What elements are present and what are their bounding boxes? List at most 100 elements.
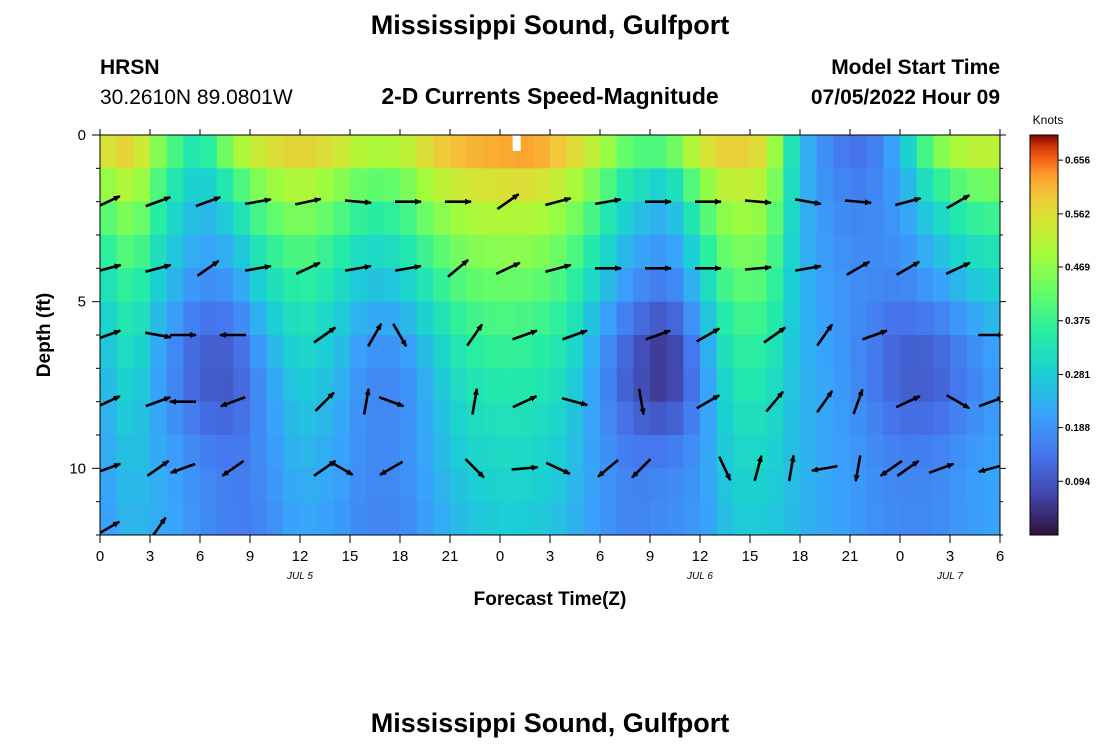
heatmap-cell — [716, 268, 734, 303]
heatmap-cell — [100, 435, 118, 469]
heatmap-cell — [216, 168, 234, 203]
heatmap-cell — [816, 335, 834, 369]
heatmap-cell — [883, 435, 901, 469]
heatmap-cell — [700, 501, 718, 535]
heatmap-cell — [533, 268, 551, 303]
heatmap-cell — [216, 235, 234, 269]
heatmap-cell — [416, 135, 434, 169]
heatmap-cell — [366, 201, 384, 236]
heatmap-cell — [533, 501, 551, 535]
heatmap-cell — [466, 501, 484, 535]
heatmap-cell — [500, 335, 518, 369]
heatmap-cell — [700, 201, 718, 236]
heatmap-cell — [783, 468, 801, 503]
heatmap-cell — [916, 435, 934, 469]
heatmap-cell — [950, 235, 968, 269]
heatmap-cell — [233, 401, 251, 436]
heatmap-cell — [800, 235, 818, 269]
heatmap-cell — [216, 501, 234, 535]
heatmap-cell — [233, 201, 251, 236]
heatmap-cell — [200, 201, 218, 236]
heatmap-cell — [800, 335, 818, 369]
heatmap-cell — [750, 268, 768, 303]
heatmap-cell — [600, 501, 618, 535]
heatmap-cell — [983, 135, 1000, 169]
heatmap-cell — [416, 335, 434, 369]
heatmap-cell — [800, 468, 818, 503]
heatmap-cell — [650, 435, 668, 469]
heatmap-cell — [983, 301, 1000, 336]
heatmap-cell — [100, 335, 118, 369]
heatmap-cell — [533, 435, 551, 469]
heatmap-cell — [916, 168, 934, 203]
heatmap-cell — [883, 268, 901, 303]
current-vector-arrow — [145, 195, 172, 208]
heatmap-cell — [500, 201, 518, 236]
heatmap-cell — [700, 301, 718, 336]
heatmap-cell — [850, 201, 868, 236]
heatmap-cell — [766, 201, 784, 236]
heatmap-cell — [650, 468, 668, 503]
heatmap-cell — [850, 301, 868, 336]
heatmap-cell — [783, 368, 801, 403]
heatmap-cell — [550, 135, 568, 169]
heatmap-cell — [933, 435, 951, 469]
heatmap-cell — [933, 468, 951, 503]
heatmap-cell — [333, 301, 351, 336]
heatmap-cell — [350, 135, 368, 169]
heatmap-cell — [133, 235, 151, 269]
heatmap-cell — [933, 368, 951, 403]
heatmap-cell — [783, 235, 801, 269]
heatmap-cell — [100, 401, 118, 436]
heatmap-cell — [683, 135, 701, 169]
current-vector-arrow — [512, 395, 538, 409]
heatmap-cell — [916, 335, 934, 369]
heatmap-cell — [766, 135, 784, 169]
heatmap-cell — [900, 268, 918, 303]
heatmap-cell — [816, 368, 834, 403]
heatmap-cell — [516, 268, 534, 303]
heatmap-cell — [333, 201, 351, 236]
heatmap-cell — [616, 335, 634, 369]
y-axis-label: Depth (ft) — [34, 293, 55, 377]
heatmap-cell — [433, 201, 451, 236]
heatmap-cell — [166, 468, 184, 503]
heatmap-cell — [566, 268, 584, 303]
heatmap-cell — [816, 501, 834, 535]
heatmap-cell — [750, 401, 768, 436]
heatmap-cell — [616, 301, 634, 336]
heatmap-cell — [333, 168, 351, 203]
heatmap-cell — [566, 401, 584, 436]
heatmap-cell — [733, 268, 751, 303]
current-vector-arrow — [844, 199, 872, 206]
heatmap-cell — [250, 301, 268, 336]
heatmap-cell — [400, 301, 418, 336]
heatmap-cell — [333, 435, 351, 469]
heatmap-cell — [366, 268, 384, 303]
heatmap-cell — [966, 435, 984, 469]
current-vector-arrow — [145, 395, 172, 408]
heatmap-cell — [216, 368, 234, 403]
current-vector-arrow — [196, 259, 220, 277]
heatmap-cell — [600, 335, 618, 369]
heatmap-cell — [983, 401, 1000, 436]
current-vector-arrow — [545, 196, 572, 207]
current-vector-arrow — [151, 516, 167, 535]
heatmap-cell — [333, 268, 351, 303]
colorbar-tick-label: 0.188 — [1065, 423, 1090, 434]
heatmap-cell — [416, 201, 434, 236]
heatmap-cell — [766, 368, 784, 403]
heatmap-cell — [416, 301, 434, 336]
heatmap-cell — [650, 335, 668, 369]
heatmap-cell — [683, 301, 701, 336]
heatmap-cell — [900, 368, 918, 403]
heatmap-cell — [800, 301, 818, 336]
heatmap-cell — [150, 468, 168, 503]
heatmap-cell — [883, 501, 901, 535]
heatmap-cell — [433, 368, 451, 403]
heatmap-cell — [900, 335, 918, 369]
heatmap-cell — [183, 135, 201, 169]
heatmap-cell — [233, 301, 251, 336]
heatmap-cell — [983, 435, 1000, 469]
heatmap-cell — [516, 201, 534, 236]
